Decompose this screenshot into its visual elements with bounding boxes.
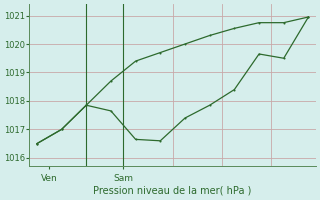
X-axis label: Pression niveau de la mer( hPa ): Pression niveau de la mer( hPa ) <box>93 186 252 196</box>
